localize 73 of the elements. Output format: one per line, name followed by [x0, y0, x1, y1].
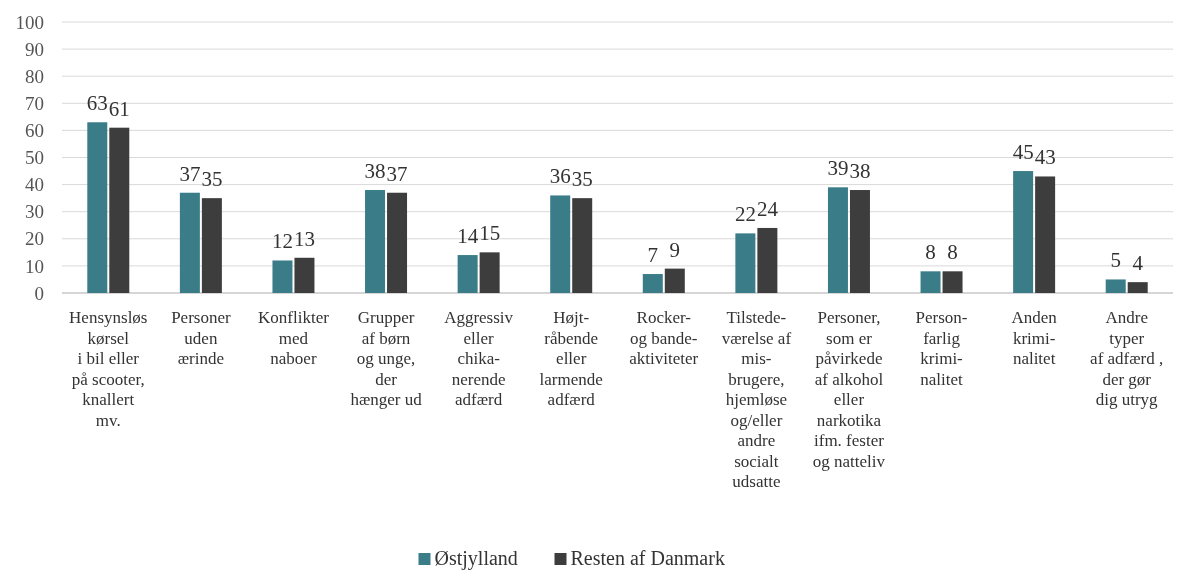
data-label: 24 — [756, 196, 779, 221]
bar — [1035, 176, 1056, 293]
data-label: 7 — [647, 243, 659, 268]
bar — [1013, 171, 1034, 293]
x-tick-label: Andre typer af adfærd , der gør dig utryg — [1090, 308, 1164, 409]
data-label: 9 — [669, 237, 681, 262]
y-tick-label: 80 — [25, 65, 44, 87]
y-tick-label: 100 — [15, 11, 44, 33]
data-label: 12 — [271, 229, 293, 254]
data-label: 63 — [86, 91, 108, 116]
data-label: 4 — [1132, 251, 1144, 276]
data-label: 39 — [827, 156, 849, 181]
y-tick-label: 0 — [34, 282, 44, 304]
data-label: 5 — [1110, 248, 1121, 273]
legend-label: Resten af Danmark — [570, 547, 725, 569]
bar — [757, 227, 778, 293]
y-tick-label: 20 — [25, 228, 44, 250]
bar — [642, 274, 663, 293]
x-tick-label: Person- farlig krimi- nalitet — [915, 308, 968, 389]
data-label: 45 — [1012, 140, 1034, 165]
bar — [479, 252, 500, 293]
data-label: 14 — [457, 224, 479, 249]
data-label: 43 — [1034, 145, 1056, 170]
data-label: 37 — [179, 161, 201, 186]
data-label: 15 — [479, 221, 501, 246]
data-label: 37 — [386, 161, 408, 186]
bar — [179, 192, 200, 293]
bar — [920, 271, 941, 293]
y-tick-label: 30 — [25, 201, 44, 223]
bar — [365, 190, 386, 293]
y-tick-label: 10 — [25, 255, 44, 277]
x-tick-label: Aggressiv eller chika- nerende adfærd — [444, 308, 514, 409]
x-tick-label: Anden krimi- nalitet — [1011, 308, 1058, 368]
bar — [387, 192, 408, 293]
x-tick-label: Højt- råbende eller larmende adfærd — [539, 308, 603, 409]
bar — [827, 187, 848, 293]
bar — [1105, 279, 1126, 293]
data-label: 38 — [849, 159, 871, 184]
y-tick-label: 40 — [25, 174, 44, 196]
y-tick-label: 70 — [25, 92, 44, 114]
bar — [735, 233, 756, 293]
category-label: Tilstede- værelse af mis- brugere, hjemløse og/eller andre socialt udsatte — [721, 308, 792, 491]
y-tick-label: 90 — [25, 38, 44, 60]
data-label: 8 — [925, 240, 936, 265]
bar — [109, 127, 130, 293]
data-label: 13 — [293, 226, 315, 251]
bar — [942, 271, 963, 293]
x-tick-label: Grupper af børn og unge, der hænger ud — [350, 308, 423, 409]
bar — [294, 257, 315, 293]
bar — [550, 195, 571, 293]
bar — [572, 198, 593, 293]
x-tick-label: Hensynsløs kørsel i bil eller på scooter, knallert mv. — [69, 308, 148, 430]
data-label: 61 — [108, 96, 130, 121]
bar — [1127, 282, 1148, 293]
legend-label: Østjylland — [434, 547, 518, 570]
data-label: 36 — [549, 164, 571, 189]
bar — [849, 190, 870, 293]
data-label: 35 — [201, 167, 223, 192]
bar — [272, 260, 293, 293]
x-tick-label: Konflikter med naboer — [258, 308, 330, 368]
y-tick-label: 50 — [25, 147, 44, 169]
x-tick-label: Personer uden ærinde — [171, 308, 231, 368]
bar — [201, 198, 222, 293]
bar — [664, 268, 685, 293]
x-tick-label: Rocker- og bande- aktiviteter — [629, 308, 699, 368]
bar — [457, 255, 478, 293]
data-label: 38 — [364, 159, 386, 184]
data-label: 22 — [734, 202, 756, 227]
x-tick-label: Personer, som er påvirkede af alkohol eller narkotika ifm. fester og natteliv — [812, 308, 886, 471]
data-label: 35 — [571, 167, 593, 192]
data-label: 8 — [947, 240, 958, 265]
y-tick-label: 60 — [25, 120, 44, 142]
bar — [87, 122, 108, 293]
